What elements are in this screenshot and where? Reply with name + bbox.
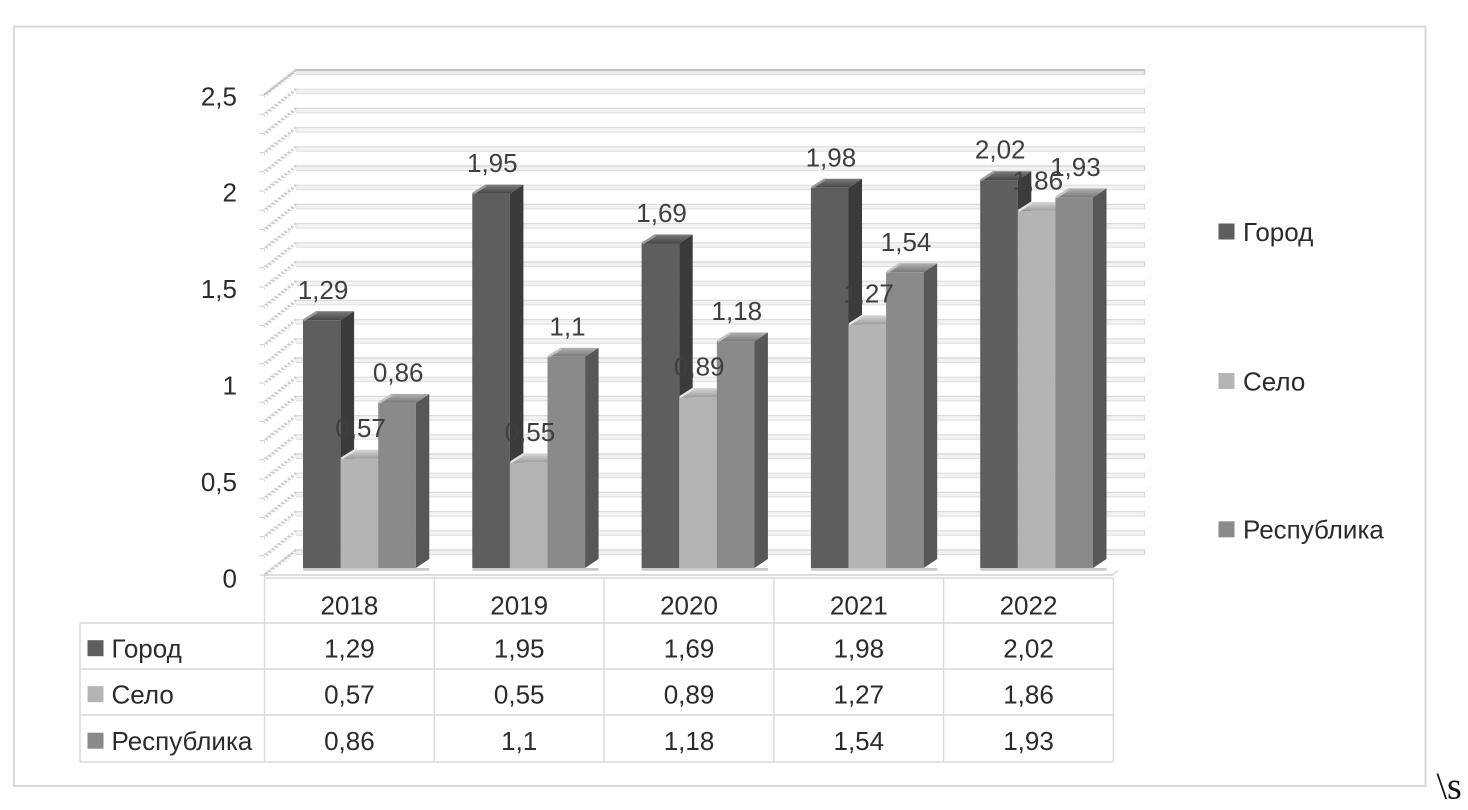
svg-text:Республика: Республика: [112, 726, 253, 756]
svg-text:Город: Город: [1243, 217, 1313, 247]
svg-text:2,02: 2,02: [1003, 634, 1054, 664]
svg-text:1,54: 1,54: [881, 227, 932, 257]
svg-text:1,29: 1,29: [324, 634, 375, 664]
svg-text:1,69: 1,69: [636, 198, 687, 228]
svg-text:1,95: 1,95: [494, 634, 545, 664]
svg-text:1,18: 1,18: [664, 726, 715, 756]
svg-text:1,98: 1,98: [833, 634, 884, 664]
svg-text:2022: 2022: [1000, 591, 1058, 621]
svg-text:0,86: 0,86: [324, 726, 375, 756]
svg-text:1,18: 1,18: [711, 296, 762, 326]
svg-text:1,1: 1,1: [501, 726, 537, 756]
svg-text:Село: Село: [1243, 366, 1305, 396]
svg-text:1,98: 1,98: [806, 142, 857, 172]
svg-text:2,5: 2,5: [201, 81, 237, 111]
svg-text:1,5: 1,5: [201, 274, 237, 304]
svg-text:0,57: 0,57: [324, 680, 375, 710]
svg-text:1,27: 1,27: [833, 680, 884, 710]
svg-text:2020: 2020: [660, 591, 718, 621]
svg-text:0,89: 0,89: [664, 680, 715, 710]
svg-text:Село: Село: [112, 680, 174, 710]
svg-text:0,55: 0,55: [494, 680, 545, 710]
svg-text:1,93: 1,93: [1050, 152, 1101, 182]
svg-text:1,29: 1,29: [298, 275, 349, 305]
svg-text:1: 1: [223, 371, 237, 401]
svg-text:2021: 2021: [830, 591, 888, 621]
svg-text:2019: 2019: [490, 591, 548, 621]
svg-text:1,27: 1,27: [843, 279, 894, 309]
svg-text:1,54: 1,54: [833, 726, 884, 756]
svg-text:0,55: 0,55: [505, 417, 556, 447]
svg-text:\s: \s: [1437, 766, 1462, 808]
svg-text:2: 2: [223, 178, 237, 208]
svg-text:Город: Город: [112, 634, 182, 664]
svg-text:2018: 2018: [320, 591, 378, 621]
svg-text:1,95: 1,95: [467, 148, 518, 178]
svg-text:0,5: 0,5: [201, 467, 237, 497]
svg-text:1,86: 1,86: [1003, 680, 1054, 710]
svg-text:1,69: 1,69: [664, 634, 715, 664]
svg-text:0: 0: [223, 563, 237, 593]
svg-text:2,02: 2,02: [975, 135, 1026, 165]
svg-text:Республика: Республика: [1243, 515, 1384, 545]
svg-text:1,86: 1,86: [1012, 165, 1063, 195]
svg-text:0,57: 0,57: [335, 413, 386, 443]
svg-text:1,93: 1,93: [1003, 726, 1054, 756]
svg-text:0,86: 0,86: [373, 357, 424, 387]
svg-text:0,89: 0,89: [674, 352, 725, 382]
svg-text:1,1: 1,1: [549, 311, 585, 341]
